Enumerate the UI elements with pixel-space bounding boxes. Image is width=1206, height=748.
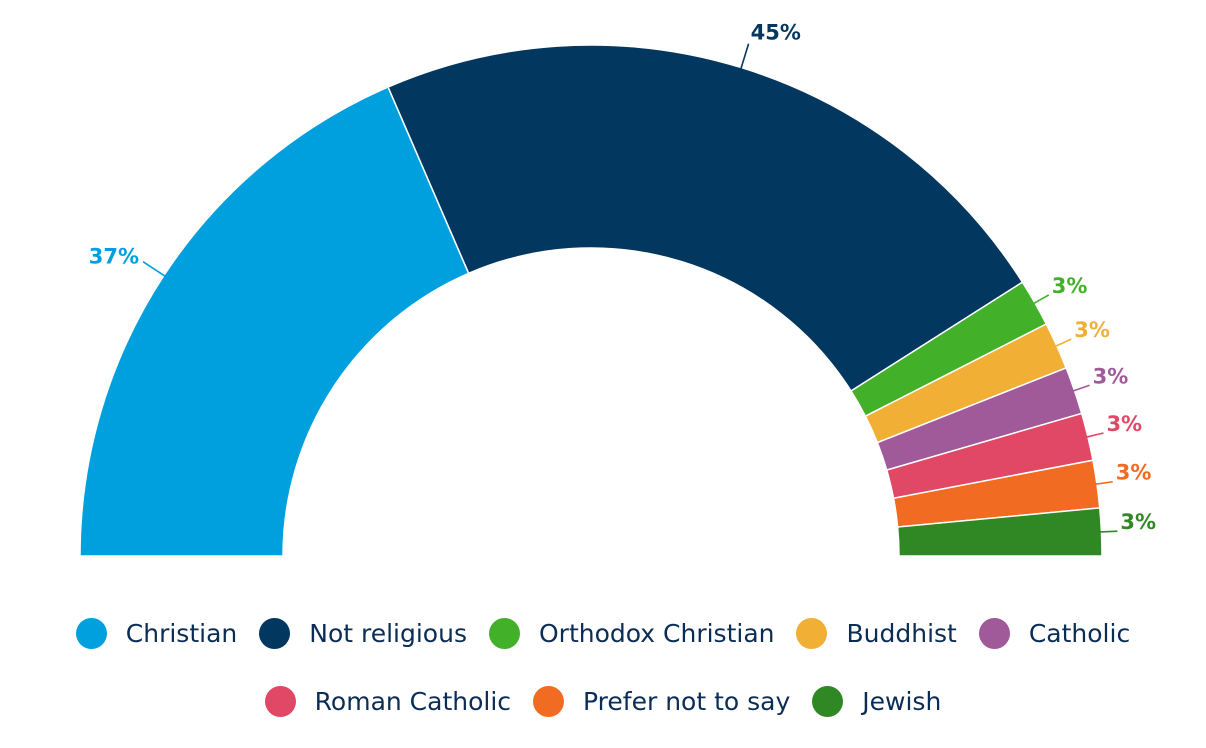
legend-swatch bbox=[796, 618, 828, 649]
data-label-buddhist: 3% bbox=[1074, 318, 1110, 342]
legend-label: Catholic bbox=[1028, 619, 1131, 648]
leader-line-buddhist bbox=[1053, 338, 1072, 348]
legend-swatch bbox=[488, 618, 520, 649]
legend-item-roman-catholic[interactable]: Roman Catholic bbox=[264, 686, 512, 717]
legend-item-prefer-not-to-say[interactable]: Prefer not to say bbox=[533, 686, 790, 717]
leader-line-not-religious bbox=[739, 43, 750, 71]
leader-line-orthodox-christian bbox=[1031, 294, 1050, 306]
legend-item-orthodox-christian[interactable]: Orthodox Christian bbox=[488, 618, 775, 649]
semi-donut-chart: 37% 45% 3% 3% 3% 3% 3% 3% bbox=[79, 21, 1156, 557]
chart-slices bbox=[79, 44, 1103, 557]
legend-item-christian[interactable]: Christian bbox=[75, 618, 238, 649]
legend-label: Christian bbox=[125, 619, 238, 648]
legend-swatch bbox=[533, 686, 565, 717]
data-label-roman-catholic: 3% bbox=[1106, 412, 1142, 436]
legend-label: Roman Catholic bbox=[314, 687, 512, 716]
legend-label: Not religious bbox=[309, 619, 467, 648]
leader-line-jewish bbox=[1098, 530, 1118, 533]
data-label-prefer-not-to-say: 3% bbox=[1116, 461, 1152, 485]
legend-swatch bbox=[264, 686, 296, 717]
data-label-jewish: 3% bbox=[1120, 510, 1156, 534]
data-label-christian: 37% bbox=[89, 245, 139, 269]
legend-row-1: Christian Not religious Orthodox Christi… bbox=[0, 618, 1206, 649]
legend-item-jewish[interactable]: Jewish bbox=[812, 686, 941, 717]
leader-line-christian bbox=[142, 261, 167, 278]
legend-swatch bbox=[978, 618, 1010, 649]
leader-line-prefer-not-to-say bbox=[1093, 480, 1113, 486]
legend-swatch bbox=[75, 618, 107, 649]
legend-label: Jewish bbox=[862, 687, 942, 716]
slice-jewish bbox=[896, 507, 1103, 557]
data-label-orthodox-christian: 3% bbox=[1052, 274, 1088, 298]
legend-row-2: Roman Catholic Prefer not to say Jewish bbox=[0, 686, 1206, 717]
legend-label: Prefer not to say bbox=[583, 687, 791, 716]
legend-label: Orthodox Christian bbox=[538, 619, 775, 648]
data-label-catholic: 3% bbox=[1093, 364, 1129, 388]
legend-swatch bbox=[812, 686, 844, 717]
slice-christian bbox=[79, 86, 470, 557]
legend-item-not-religious[interactable]: Not religious bbox=[259, 618, 467, 649]
legend-item-buddhist[interactable]: Buddhist bbox=[796, 618, 957, 649]
leader-line-catholic bbox=[1071, 384, 1090, 393]
legend-item-catholic[interactable]: Catholic bbox=[978, 618, 1131, 649]
legend-label: Buddhist bbox=[846, 619, 957, 648]
chart-data-labels: 37% 45% 3% 3% 3% 3% 3% 3% bbox=[89, 21, 1156, 534]
leader-line-roman-catholic bbox=[1084, 432, 1104, 439]
slice-not-religious bbox=[387, 44, 1024, 392]
data-label-not-religious: 45% bbox=[751, 21, 801, 45]
legend-swatch bbox=[259, 618, 291, 649]
